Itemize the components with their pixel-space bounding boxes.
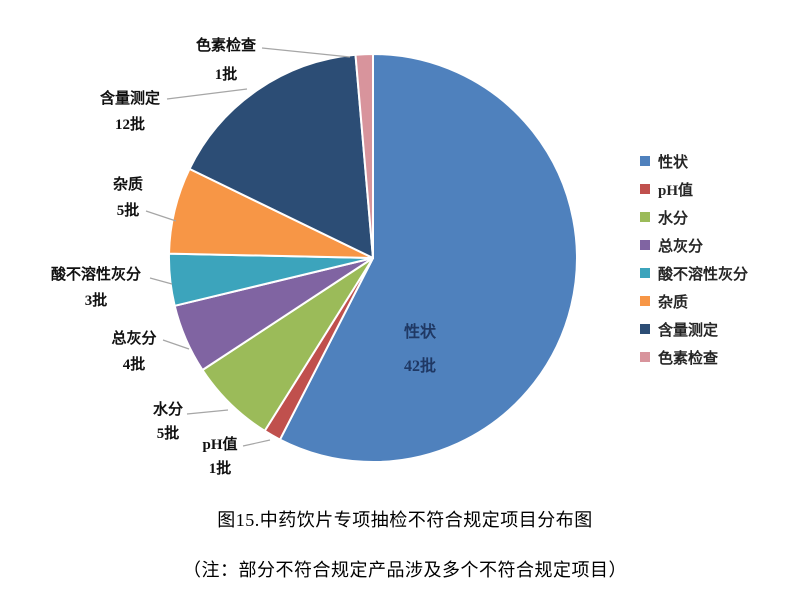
legend-item-1: pH值 (640, 175, 748, 203)
callout-count: 1批 (214, 67, 238, 83)
legend-label: 酸不溶性灰分 (658, 266, 749, 283)
leader-line (166, 88, 248, 100)
callout-label: 杂质 (112, 177, 143, 193)
leader-line (162, 339, 190, 350)
callout-label: pH值 (202, 437, 238, 453)
callout-label: 水分 (152, 402, 183, 418)
legend-item-6: 含量测定 (640, 315, 748, 343)
pie-slice-6 (188, 53, 374, 259)
pie-slice-7 (354, 53, 374, 259)
slice-callout-pigment-check: 色素检查 1批 (151, 32, 301, 90)
slice-callout-moisture: 水分 5批 (93, 398, 243, 446)
callout-count: 12批 (114, 117, 145, 133)
callout-label: 总灰分 (111, 331, 157, 347)
legend-label: 杂质 (658, 294, 689, 311)
slice-count: 42批 (403, 358, 436, 375)
legend-color-swatch (640, 296, 650, 306)
callout-count: 1批 (208, 461, 232, 477)
callout-label: 含量测定 (99, 91, 160, 107)
leader-line (149, 277, 173, 285)
slice-callout-impurity: 杂质 5批 (53, 172, 203, 224)
legend-label: 色素检查 (658, 350, 719, 367)
slice-callout-total-ash: 总灰分 4批 (59, 326, 209, 378)
legend-item-5: 杂质 (640, 287, 748, 315)
legend-item-4: 酸不溶性灰分 (640, 259, 748, 287)
legend-color-swatch (640, 268, 650, 278)
callout-count: 5批 (156, 426, 180, 442)
figure-caption: 图15.中药饮片专项抽检不符合规定项目分布图 (217, 510, 593, 530)
legend-label: 水分 (658, 210, 689, 227)
slice-label-inside: 性状 42批 (350, 316, 490, 384)
legend-color-swatch (640, 324, 650, 334)
legend-item-3: 总灰分 (640, 231, 748, 259)
figure-note: （注：部分不符合规定产品涉及多个不符合规定项目） (183, 560, 627, 580)
pie-slice-0 (279, 53, 578, 463)
legend-label: 总灰分 (658, 238, 704, 255)
callout-count: 4批 (122, 357, 146, 373)
slice-callout-assay: 含量测定 12批 (55, 86, 205, 138)
legend-color-swatch (640, 240, 650, 250)
leader-line (186, 409, 229, 415)
leader-line (242, 439, 271, 447)
legend-color-swatch (640, 156, 650, 166)
legend-label: 含量测定 (658, 322, 719, 339)
legend: 性状 pH值 水分 总灰分 酸不溶性灰分 杂质 含量测定 色素检查 (640, 147, 748, 371)
legend-item-2: 水分 (640, 203, 748, 231)
legend-label: pH值 (658, 182, 694, 199)
leader-line (261, 47, 351, 58)
leader-line (145, 210, 177, 222)
legend-color-swatch (640, 184, 650, 194)
callout-label: 色素检查 (195, 38, 256, 54)
callout-count: 5批 (116, 203, 140, 219)
legend-item-7: 色素检查 (640, 343, 748, 371)
slice-callout-ph-value: pH值 1批 (145, 433, 295, 481)
legend-color-swatch (640, 212, 650, 222)
legend-item-0: 性状 (640, 147, 748, 175)
slice-name: 性状 (403, 324, 436, 341)
legend-label: 性状 (658, 154, 689, 171)
legend-color-swatch (640, 352, 650, 362)
callout-label: 酸不溶性灰分 (50, 267, 141, 283)
callout-count: 3批 (84, 293, 108, 309)
slice-callout-acid-insoluble-ash: 酸不溶性灰分 3批 (21, 262, 171, 314)
